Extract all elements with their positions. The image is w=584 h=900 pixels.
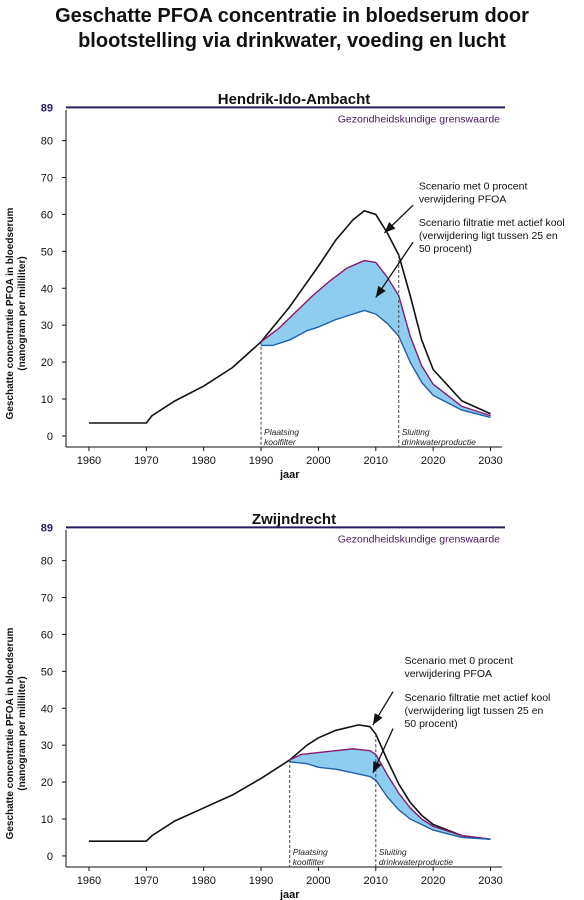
chart-panel-zwijndrecht: Zwijndrecht Geschatte concentratie PFOA i…: [0, 500, 584, 900]
y-tick-label: 40: [41, 283, 53, 295]
filtration-band: [261, 260, 491, 418]
y-tick-label: 40: [41, 703, 53, 715]
series-line-filtration-upper: [289, 748, 491, 841]
event-label-line1: Plaatsing: [264, 427, 299, 437]
annotation-arrow-head: [384, 222, 396, 233]
y-tick-label: 0: [47, 431, 53, 443]
x-tick-label: 2000: [306, 455, 330, 467]
series-line-filtration-lower: [289, 761, 491, 841]
event-label-line2: drinkwaterproductie: [402, 437, 476, 447]
y-axis-label-line1: Geschatte concentratie PFOA in bloedseru…: [5, 207, 16, 419]
y-tick-label: 60: [41, 209, 53, 221]
y-tick-label: 80: [41, 556, 53, 568]
x-tick-label: 2010: [364, 455, 388, 467]
main-title: Geschatte PFOA concentratie in bloedseru…: [0, 4, 584, 54]
series-line-filtration-lower: [261, 309, 491, 419]
x-axis-label: jaar: [279, 889, 300, 900]
annotation-line1: Scenario met 0 procent: [404, 655, 513, 667]
annotation-line3: 50 procent): [404, 718, 457, 730]
x-tick-label: 2000: [306, 875, 330, 887]
event-label-line1: Sluiting: [402, 427, 430, 437]
annotation-line1: Scenario filtratie met actief kool: [404, 692, 550, 704]
y-tick-label: 80: [41, 136, 53, 148]
x-tick-label: 1990: [249, 455, 273, 467]
y-tick-label: 30: [41, 320, 53, 332]
annotation-line2: (verwijdering ligt tussen 25 en: [404, 705, 543, 717]
event-label-line1: Sluiting: [379, 847, 407, 857]
y-tick-label: 70: [41, 173, 53, 185]
y-tick-label: 10: [41, 394, 53, 406]
annotation-line3: 50 procent): [419, 243, 472, 255]
y-tick-label: 10: [41, 814, 53, 826]
panel-title: Hendrik-Ido-Ambacht: [218, 91, 371, 108]
y-tick-label: 20: [41, 777, 53, 789]
y-tick-label: 50: [41, 246, 53, 258]
x-tick-label: 1960: [77, 875, 101, 887]
series-line-filtration-upper: [260, 259, 491, 417]
limit-tick-label: 89: [41, 102, 53, 114]
panel-title: Zwijndrecht: [252, 511, 336, 528]
annotation-line2: (verwijdering ligt tussen 25 en: [419, 230, 558, 242]
x-tick-label: 1970: [134, 455, 158, 467]
x-tick-label: 2020: [421, 455, 445, 467]
annotation-line2: verwijdering PFOA: [419, 193, 507, 205]
x-tick-label: 1980: [191, 875, 215, 887]
x-tick-label: 2010: [364, 875, 388, 887]
y-axis-label-line1: Geschatte concentratie PFOA in bloedseru…: [5, 627, 16, 839]
filtration-band: [289, 748, 491, 840]
chart-panel-hendrik-ido-ambacht: Hendrik-Ido-Ambacht Geschatte concentrati…: [0, 80, 584, 480]
y-tick-label: 0: [47, 851, 53, 863]
x-tick-label: 1990: [249, 875, 273, 887]
event-label-line2: koolfilter: [264, 437, 297, 447]
chart-zwijndrecht: Zwijndrecht Geschatte concentratie PFOA i…: [5, 511, 550, 900]
y-tick-label: 60: [41, 629, 53, 641]
annotation-arrow-shaft: [375, 241, 414, 298]
event-label-line1: Plaatsing: [293, 847, 328, 857]
x-tick-label: 1970: [134, 875, 158, 887]
x-tick-label: 1960: [77, 455, 101, 467]
chart-hendrik-ido-ambacht: Hendrik-Ido-Ambacht Geschatte concentrati…: [5, 91, 565, 480]
y-tick-label: 30: [41, 740, 53, 752]
annotation-line2: verwijdering PFOA: [404, 668, 492, 680]
y-axis-label-line2: (nanogram per milliliter): [17, 676, 28, 790]
x-tick-label: 2020: [421, 875, 445, 887]
annotation-line1: Scenario met 0 procent: [419, 180, 528, 192]
main-title-line1: Geschatte PFOA concentratie in bloedseru…: [55, 5, 529, 27]
series-line-no-removal: [88, 724, 491, 842]
x-tick-label: 2030: [478, 455, 502, 467]
limit-label: Gezondheidskundige grenswaarde: [338, 113, 500, 125]
annotation-line1: Scenario filtratie met actief kool: [419, 217, 565, 229]
x-tick-label: 2030: [478, 875, 502, 887]
annotation-arrow-head: [372, 760, 382, 773]
annotation-arrow-head: [372, 713, 383, 725]
limit-tick-label: 89: [41, 522, 53, 534]
annotation-arrow-head: [375, 285, 386, 298]
y-tick-label: 50: [41, 666, 53, 678]
x-tick-label: 1980: [191, 455, 215, 467]
y-tick-label: 70: [41, 593, 53, 605]
series-line-no-removal: [88, 209, 491, 424]
main-title-line2: blootstelling via drinkwater, voeding en…: [78, 30, 506, 52]
y-tick-label: 20: [41, 357, 53, 369]
event-label-line2: koolfilter: [293, 857, 326, 867]
y-axis-label-line2: (nanogram per milliliter): [17, 256, 28, 370]
limit-label: Gezondheidskundige grenswaarde: [338, 533, 500, 545]
x-axis-label: jaar: [279, 469, 300, 480]
event-label-line2: drinkwaterproductie: [379, 857, 453, 867]
